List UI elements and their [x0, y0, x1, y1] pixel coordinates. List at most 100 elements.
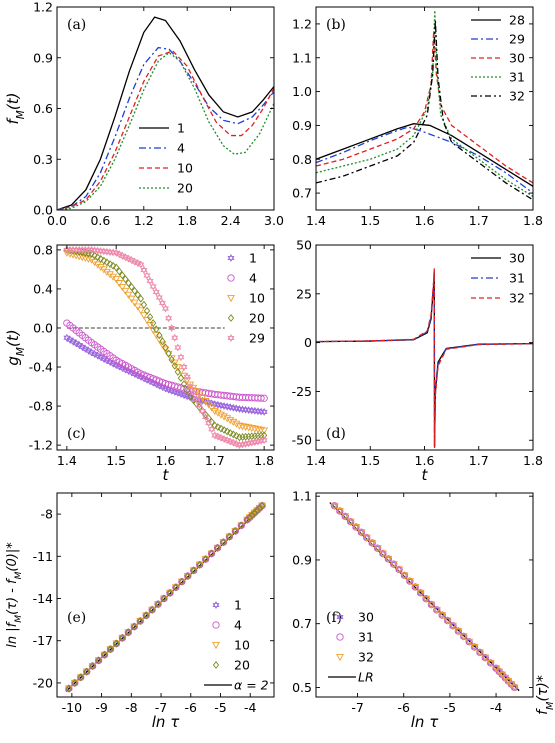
series-line-32 — [316, 20, 533, 201]
data-point — [160, 594, 168, 603]
x-axis-label: t — [422, 466, 429, 484]
x-tick-label: -4 — [244, 700, 257, 715]
x-tick-label: 1.6 — [415, 453, 435, 468]
data-point — [245, 406, 253, 413]
legend-label: 30 — [509, 251, 525, 266]
data-point — [183, 386, 191, 395]
data-point — [150, 319, 157, 328]
y-tick-label: -17 — [33, 633, 53, 648]
legend-label: 32 — [509, 291, 525, 306]
data-point — [211, 421, 218, 430]
data-point — [128, 283, 135, 291]
data-point — [330, 502, 339, 510]
x-tick-label: 1.4 — [57, 453, 77, 468]
data-point — [97, 246, 105, 253]
data-point — [131, 286, 138, 295]
y-tick-label: 25 — [296, 286, 312, 301]
data-point — [374, 544, 382, 551]
data-point — [155, 295, 163, 302]
plot-frame — [56, 492, 275, 698]
data-point — [239, 405, 247, 412]
y-tick-label: 0.4 — [33, 281, 53, 296]
panel-a: 0.0 0.6 1.2 1.8 2.4 3.0 0.0 0.3 0.6 0.9 1.2 (a) fM(t… — [4, 0, 284, 228]
plot-area — [57, 16, 274, 210]
x-axis-label: ln τ — [152, 713, 180, 731]
data-point — [97, 353, 105, 360]
data-point — [232, 420, 241, 428]
data-point — [357, 529, 366, 537]
data-point — [146, 313, 154, 321]
panel-label: (a) — [67, 17, 86, 33]
x-tick-label: 0.6 — [90, 213, 110, 228]
data-point — [177, 374, 185, 382]
legend-label: 31 — [509, 70, 525, 85]
data-point — [77, 673, 84, 682]
data-point — [143, 372, 151, 380]
data-point — [227, 334, 235, 341]
data-point — [161, 346, 170, 354]
data-point — [249, 511, 256, 519]
data-point — [174, 345, 182, 352]
data-point — [226, 417, 235, 425]
x-tick-label: 3.0 — [264, 213, 284, 228]
data-point — [475, 649, 484, 657]
data-point — [251, 406, 259, 413]
data-point — [384, 554, 392, 561]
x-tick-label: 1.6 — [415, 213, 435, 228]
data-point — [69, 337, 77, 344]
data-point — [330, 501, 338, 508]
legend: 30 31 32 LR — [328, 610, 374, 685]
data-point — [100, 354, 108, 361]
series-line-29 — [316, 126, 533, 194]
data-point — [140, 374, 148, 381]
data-point — [214, 423, 222, 431]
data-point — [119, 271, 126, 280]
series-line-28 — [316, 123, 533, 187]
legend-label: 20 — [234, 658, 250, 673]
plot-area — [316, 10, 533, 201]
series-32 — [330, 502, 519, 692]
data-point — [202, 410, 209, 419]
data-point — [341, 512, 349, 519]
x-tick-label: 1.8 — [177, 213, 197, 228]
y-tick-label: -8 — [41, 507, 54, 522]
data-point — [208, 425, 216, 432]
y-tick-label: 0.6 — [33, 101, 53, 116]
data-point — [149, 284, 157, 291]
data-point — [134, 259, 142, 266]
data-point — [389, 561, 398, 569]
data-point — [162, 343, 169, 352]
data-point — [213, 409, 222, 417]
x-tick-label: 0.0 — [47, 213, 67, 228]
data-point — [224, 427, 231, 436]
y-tick-label: 0.8 — [292, 152, 312, 167]
data-point — [103, 247, 111, 254]
data-point — [165, 349, 172, 358]
data-point — [118, 364, 126, 371]
data-point — [433, 605, 441, 612]
data-point — [146, 278, 154, 285]
data-point — [220, 435, 228, 442]
data-point — [226, 532, 233, 541]
y-tick-label: -1.2 — [29, 438, 53, 453]
plot-frame — [315, 492, 534, 698]
data-point — [83, 667, 90, 676]
y-tick-label: -0.8 — [29, 399, 53, 414]
data-point — [113, 639, 120, 648]
data-point — [122, 275, 129, 284]
data-point — [242, 405, 250, 412]
x-tick-label: 1.7 — [469, 453, 489, 468]
data-point — [171, 335, 179, 342]
data-point — [227, 428, 234, 437]
data-point — [66, 335, 74, 342]
data-point — [199, 408, 206, 415]
data-point — [227, 254, 235, 261]
data-point — [438, 611, 446, 618]
data-point — [103, 258, 111, 267]
x-tick-label: -6 — [397, 700, 410, 715]
y-tick-label: 0.8 — [33, 242, 53, 257]
data-point — [137, 260, 145, 267]
panel-e: -10 -9 -8 -7 -6 -5 -4 -20 -17 -14 -11 -8 (e) ln |fM(τ… — [5, 492, 275, 731]
data-point — [95, 656, 102, 665]
data-point — [211, 431, 219, 438]
